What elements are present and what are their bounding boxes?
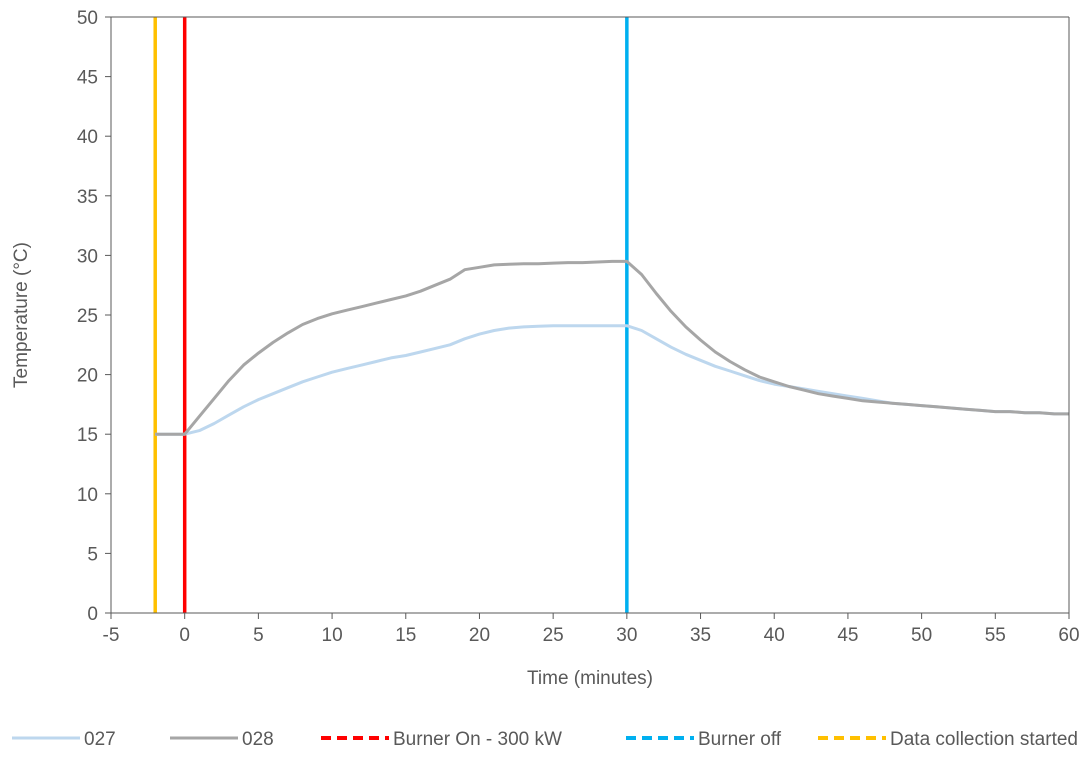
x-tick-label: 50: [911, 625, 932, 646]
vertical-markers: [153, 17, 629, 613]
legend-label: Data collection started: [890, 729, 1078, 750]
x-tick-label: 45: [837, 625, 858, 646]
legend-label: Burner off: [698, 729, 782, 750]
legend: 027 028 Burner On - 300 kW Burner off Data c…: [12, 729, 1078, 750]
x-axis-title: Time (minutes): [527, 668, 653, 689]
x-tick-label: 0: [179, 625, 190, 646]
axes: [110, 16, 1070, 614]
y-tick-label: 10: [77, 485, 98, 506]
y-tick-label: 0: [87, 604, 98, 625]
x-tick-label: 40: [764, 625, 785, 646]
legend-label: 027: [84, 729, 116, 750]
y-tick-label: 35: [77, 187, 98, 208]
y-axis-ticks: 0 5 10 15 20 25 30 35 40 45 50: [77, 8, 111, 625]
x-tick-label: 55: [985, 625, 1006, 646]
series-line-028: [155, 259, 1069, 436]
y-tick-label: 30: [77, 246, 98, 267]
legend-label: Burner On - 300 kW: [393, 729, 562, 750]
y-tick-label: 5: [87, 544, 98, 565]
y-tick-label: 25: [77, 306, 98, 327]
legend-label: 028: [242, 729, 274, 750]
x-tick-label: 25: [543, 625, 564, 646]
y-tick-label: 15: [77, 425, 98, 446]
y-axis-title: Temperature (°C): [11, 242, 32, 388]
series-lines: [155, 259, 1069, 436]
x-tick-label: 10: [322, 625, 343, 646]
x-tick-label: 20: [469, 625, 490, 646]
x-tick-label: 35: [690, 625, 711, 646]
x-tick-label: 5: [253, 625, 264, 646]
x-tick-label: 30: [616, 625, 637, 646]
x-tick-label: -5: [103, 625, 120, 646]
series-line-027: [155, 324, 1069, 436]
y-tick-label: 20: [77, 366, 98, 387]
y-tick-label: 45: [77, 68, 98, 89]
x-tick-label: 15: [395, 625, 416, 646]
y-tick-label: 50: [77, 8, 98, 29]
x-axis-ticks: -5 0 5 10 15 20 25 30 35 40 45 50 55 60: [103, 613, 1080, 646]
y-tick-label: 40: [77, 127, 98, 148]
x-tick-label: 60: [1058, 625, 1079, 646]
